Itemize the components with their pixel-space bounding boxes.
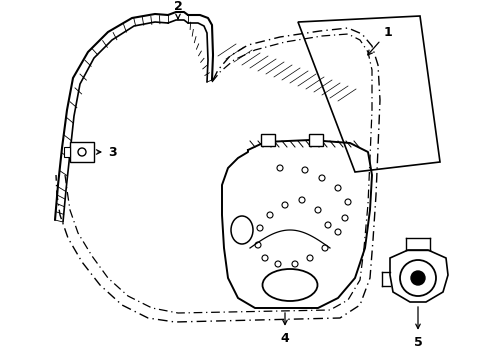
Text: 1: 1 [367,26,391,55]
Polygon shape [261,134,274,146]
Text: 5: 5 [413,307,422,348]
Polygon shape [64,147,70,157]
Polygon shape [389,250,447,302]
Text: 3: 3 [108,145,116,158]
Polygon shape [308,134,323,146]
Text: 4: 4 [280,313,289,345]
Text: 2: 2 [173,0,182,19]
Circle shape [399,260,435,296]
Circle shape [410,271,424,285]
Polygon shape [70,142,94,162]
